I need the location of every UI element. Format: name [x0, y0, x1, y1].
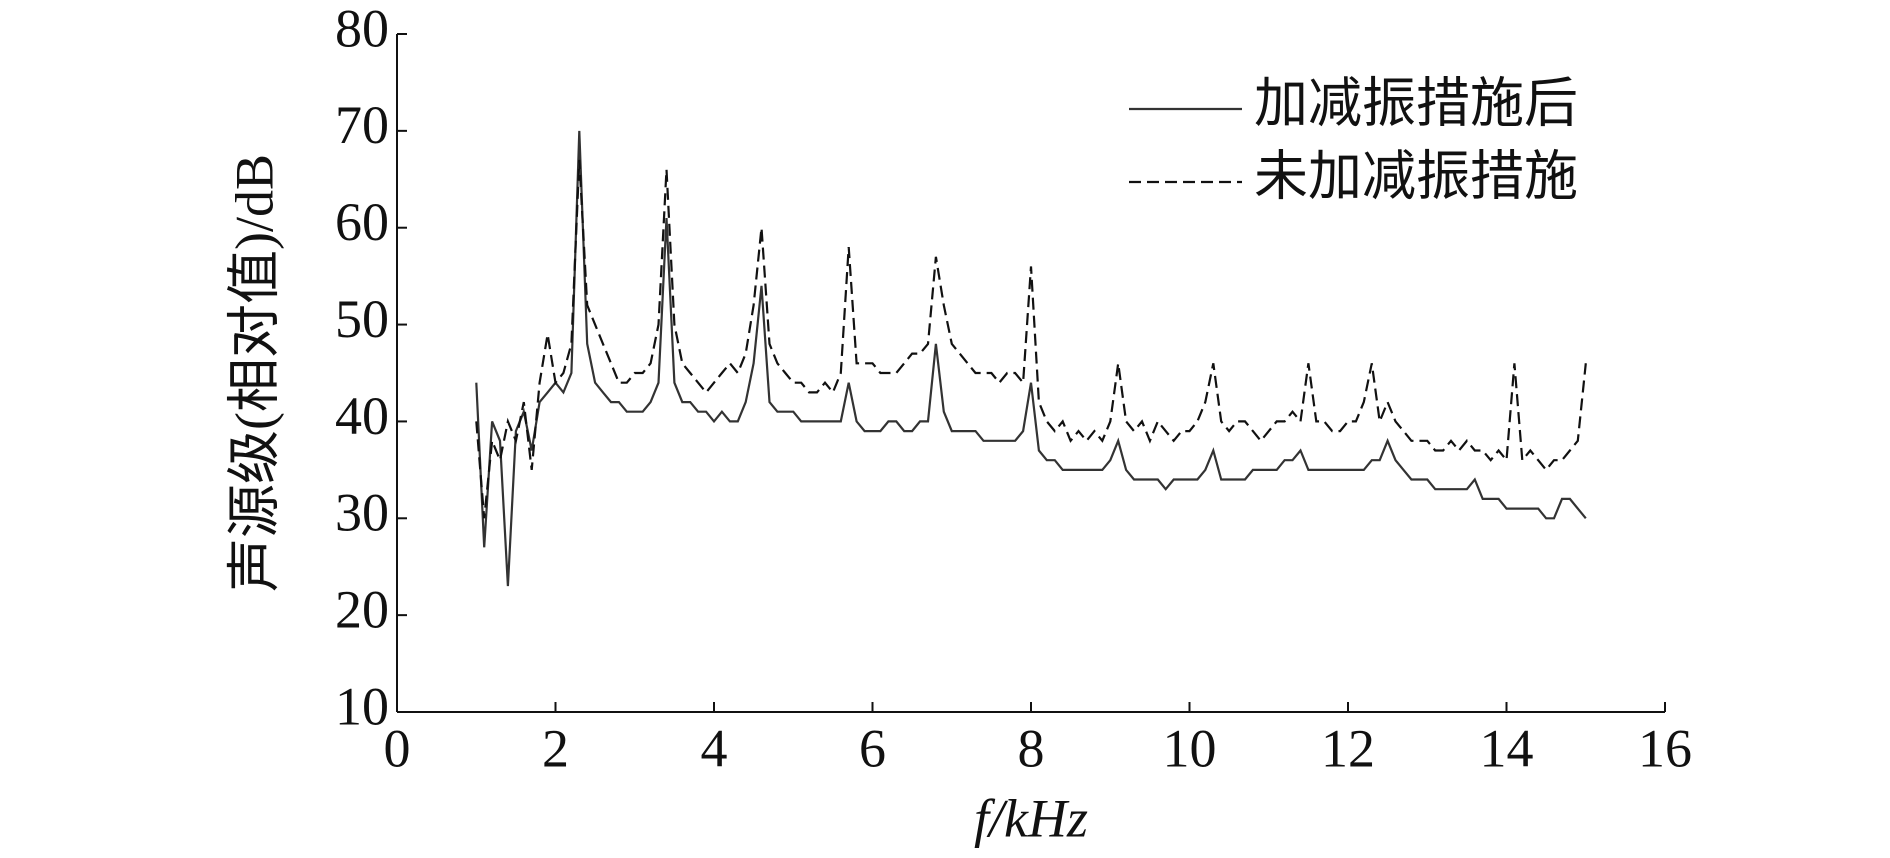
x-tick-label: 16 — [1638, 718, 1692, 778]
legend-label: 加减振措施后 — [1254, 73, 1578, 133]
y-tick-label: 70 — [335, 95, 389, 155]
y-tick-label: 30 — [335, 483, 389, 543]
y-tick-label: 20 — [335, 580, 389, 640]
x-tick-label: 2 — [542, 718, 569, 778]
x-tick-label: 4 — [701, 718, 728, 778]
y-tick-label: 10 — [335, 676, 389, 736]
x-tick-label: 0 — [384, 718, 411, 778]
x-tick-label: 6 — [859, 718, 886, 778]
x-tick-label: 10 — [1163, 718, 1217, 778]
data-line — [475, 159, 1587, 519]
data-line — [475, 130, 1587, 587]
x-tick-label: 14 — [1480, 718, 1534, 778]
x-axis-label: f/kHz — [974, 788, 1088, 848]
y-tick-label: 60 — [335, 192, 389, 252]
x-tick-label: 8 — [1018, 718, 1045, 778]
y-tick-label: 80 — [335, 0, 389, 58]
legend-label: 未加减振措施 — [1254, 146, 1578, 206]
y-tick-label: 40 — [335, 386, 389, 446]
y-tick-label: 50 — [335, 289, 389, 349]
y-axis-label: 声源级(相对值)/dB — [224, 154, 284, 592]
x-tick-label: 12 — [1321, 718, 1375, 778]
